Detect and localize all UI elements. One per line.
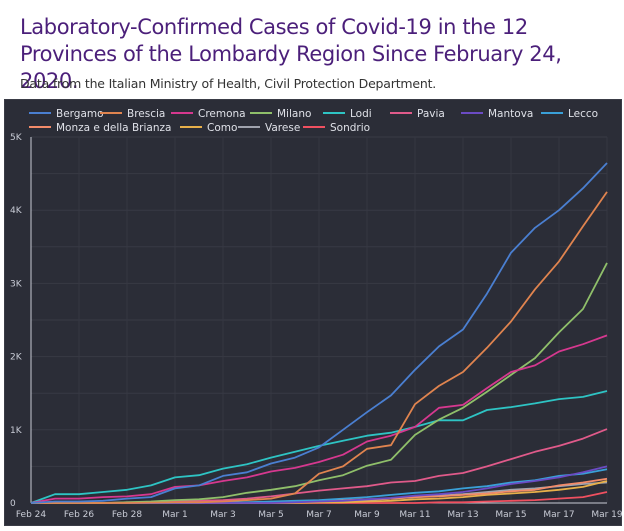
legend-item-cremona[interactable]: Cremona <box>171 108 246 120</box>
legend-swatch <box>461 112 483 114</box>
legend-swatch <box>171 112 193 114</box>
legend-label: Varese <box>265 122 301 134</box>
legend-item-pavia[interactable]: Pavia <box>390 108 445 120</box>
legend-item-bergamo[interactable]: Bergamo <box>29 108 104 120</box>
legend-item-varese[interactable]: Varese <box>238 122 300 134</box>
legend-item-como[interactable]: Como <box>180 122 237 134</box>
series-line-lodi <box>30 390 608 504</box>
legend-item-milano[interactable]: Milano <box>250 108 311 120</box>
x-tick-label: Mar 1 <box>162 510 188 520</box>
legend-swatch <box>29 126 51 128</box>
x-tick-label: Mar 19 <box>591 510 623 520</box>
legend-label: Mantova <box>488 108 534 120</box>
legend-item-lodi[interactable]: Lodi <box>323 108 372 120</box>
legend-item-lecco[interactable]: Lecco <box>541 108 598 120</box>
y-tick-label: 1K <box>10 426 23 436</box>
chart-title: Laboratory-Confirmed Cases of Covid-19 i… <box>20 15 562 93</box>
legend-label: Lodi <box>350 108 372 120</box>
legend-label: Como <box>207 122 238 134</box>
legend-item-monza-e-della-brianza[interactable]: Monza e della Brianza <box>29 122 171 134</box>
legend-label: Brescia <box>127 108 166 120</box>
legend-label: Cremona <box>198 108 246 120</box>
x-tick-label: Mar 5 <box>258 510 284 520</box>
legend-item-mantova[interactable]: Mantova <box>461 108 533 120</box>
x-tick-label: Mar 3 <box>210 510 236 520</box>
y-tick-label: 0 <box>10 499 16 509</box>
x-tick-label: Feb 26 <box>64 510 95 520</box>
series-line-bergamo <box>30 162 608 504</box>
legend-swatch <box>238 126 260 128</box>
legend-label: Pavia <box>417 108 445 120</box>
legend-swatch <box>323 112 345 114</box>
y-tick-label: 4K <box>10 206 23 216</box>
x-tick-label: Feb 24 <box>16 510 47 520</box>
legend-swatch <box>250 112 272 114</box>
chart-subtitle: Data from the Italian Ministry of Health… <box>20 76 437 91</box>
legend-swatch <box>390 112 412 114</box>
x-tick-label: Mar 7 <box>306 510 332 520</box>
legend-label: Lecco <box>568 108 599 120</box>
legend-label: Bergamo <box>56 108 104 120</box>
y-tick-label: 5K <box>10 133 23 143</box>
legend-swatch <box>100 112 122 114</box>
x-tick-label: Mar 9 <box>354 510 380 520</box>
series-line-cremona <box>30 334 608 504</box>
legend-swatch <box>541 112 563 114</box>
chart-panel <box>4 99 622 526</box>
x-tick-label: Mar 17 <box>543 510 574 520</box>
x-tick-label: Mar 15 <box>495 510 526 520</box>
series-line-brescia <box>31 191 608 504</box>
y-tick-label: 3K <box>10 279 23 289</box>
legend-label: Monza e della Brianza <box>56 122 172 134</box>
y-tick-label: 2K <box>10 353 23 363</box>
legend-swatch <box>303 126 325 128</box>
legend-item-sondrio[interactable]: Sondrio <box>303 122 370 134</box>
legend-label: Sondrio <box>330 122 371 134</box>
legend-swatch <box>180 126 202 128</box>
x-tick-label: Mar 13 <box>447 510 478 520</box>
legend-label: Milano <box>277 108 312 120</box>
x-tick-label: Mar 11 <box>399 510 430 520</box>
x-tick-label: Feb 28 <box>112 510 143 520</box>
legend-swatch <box>29 112 51 114</box>
legend-item-brescia[interactable]: Brescia <box>100 108 165 120</box>
